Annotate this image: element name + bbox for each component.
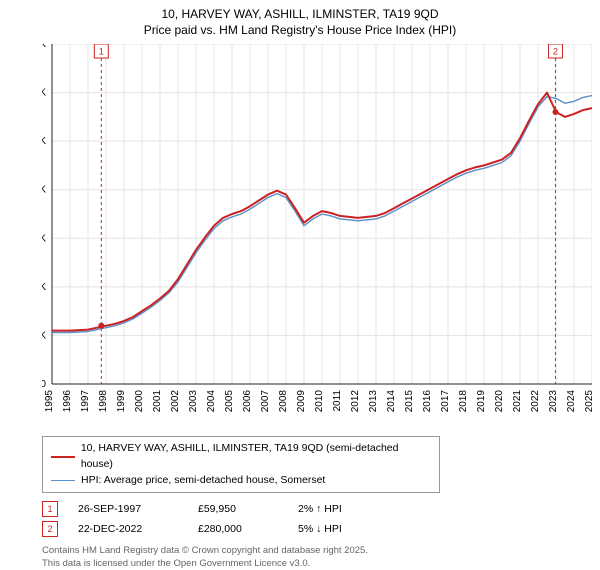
svg-text:£300K: £300K — [42, 88, 46, 99]
svg-text:2024: 2024 — [566, 390, 577, 413]
svg-text:2018: 2018 — [458, 390, 469, 413]
svg-text:2009: 2009 — [296, 390, 307, 413]
svg-text:2011: 2011 — [332, 390, 343, 412]
svg-text:2002: 2002 — [170, 390, 181, 413]
svg-text:2025: 2025 — [584, 390, 592, 413]
svg-text:£0: £0 — [42, 379, 46, 390]
svg-text:2015: 2015 — [404, 390, 415, 413]
bottom-panel: 10, HARVEY WAY, ASHILL, ILMINSTER, TA19 … — [42, 436, 592, 570]
chart-svg: £0 £50K £100K £150K £200K £250K £300K £350K 1995… — [42, 44, 592, 414]
svg-text:£100K: £100K — [42, 282, 46, 293]
svg-text:£50K: £50K — [42, 330, 46, 341]
svg-text:2: 2 — [553, 47, 558, 57]
sale-row: 1 26-SEP-1997 £59,950 2% ↑ HPI — [42, 499, 592, 519]
svg-text:1998: 1998 — [98, 390, 109, 413]
svg-text:2022: 2022 — [530, 390, 541, 413]
sale-marker: 1 — [42, 501, 58, 517]
chart-container: 10, HARVEY WAY, ASHILL, ILMINSTER, TA19 … — [0, 0, 600, 560]
svg-text:2020: 2020 — [494, 390, 505, 413]
svg-text:2001: 2001 — [152, 390, 163, 413]
legend-row: HPI: Average price, semi-detached house,… — [51, 473, 431, 489]
chart-area: £0 £50K £100K £150K £200K £250K £300K £350K 1995… — [42, 44, 592, 414]
svg-text:2005: 2005 — [224, 390, 235, 413]
legend-label: HPI: Average price, semi-detached house,… — [81, 473, 325, 489]
svg-text:£350K: £350K — [42, 44, 46, 50]
svg-text:1: 1 — [99, 47, 104, 57]
title-line-1: 10, HARVEY WAY, ASHILL, ILMINSTER, TA19 … — [0, 6, 600, 22]
svg-text:2012: 2012 — [350, 390, 361, 413]
credit-block: Contains HM Land Registry data © Crown c… — [42, 545, 592, 570]
svg-text:1997: 1997 — [80, 390, 91, 413]
credit-line-1: Contains HM Land Registry data © Crown c… — [42, 545, 592, 557]
legend-swatch — [51, 456, 75, 458]
title-block: 10, HARVEY WAY, ASHILL, ILMINSTER, TA19 … — [0, 0, 600, 40]
svg-text:2008: 2008 — [278, 390, 289, 413]
svg-text:2004: 2004 — [206, 390, 217, 413]
legend-label: 10, HARVEY WAY, ASHILL, ILMINSTER, TA19 … — [81, 441, 431, 473]
sale-date: 22-DEC-2022 — [78, 523, 178, 535]
svg-text:2006: 2006 — [242, 390, 253, 413]
title-line-2: Price paid vs. HM Land Registry's House … — [0, 22, 600, 38]
svg-text:£200K: £200K — [42, 185, 46, 196]
svg-text:2019: 2019 — [476, 390, 487, 413]
sale-delta: 5% ↓ HPI — [298, 523, 388, 535]
legend-swatch — [51, 480, 75, 481]
svg-text:2010: 2010 — [314, 390, 325, 413]
svg-text:2017: 2017 — [440, 390, 451, 413]
legend-box: 10, HARVEY WAY, ASHILL, ILMINSTER, TA19 … — [42, 436, 440, 493]
svg-text:1996: 1996 — [62, 390, 73, 413]
svg-text:£250K: £250K — [42, 136, 46, 147]
sale-price: £59,950 — [198, 503, 278, 515]
svg-text:2016: 2016 — [422, 390, 433, 413]
legend-row: 10, HARVEY WAY, ASHILL, ILMINSTER, TA19 … — [51, 441, 431, 473]
sale-price: £280,000 — [198, 523, 278, 535]
svg-text:2013: 2013 — [368, 390, 379, 413]
svg-text:1999: 1999 — [116, 390, 127, 413]
svg-text:1995: 1995 — [44, 390, 55, 413]
svg-text:£150K: £150K — [42, 233, 46, 244]
sale-date: 26-SEP-1997 — [78, 503, 178, 515]
sale-row: 2 22-DEC-2022 £280,000 5% ↓ HPI — [42, 519, 592, 539]
credit-line-2: This data is licensed under the Open Gov… — [42, 558, 592, 570]
sale-marker: 2 — [42, 521, 58, 537]
svg-text:2014: 2014 — [386, 390, 397, 413]
svg-text:2021: 2021 — [512, 390, 523, 413]
sale-table: 1 26-SEP-1997 £59,950 2% ↑ HPI 2 22-DEC-2022 £… — [42, 499, 592, 539]
svg-text:2003: 2003 — [188, 390, 199, 413]
svg-text:2023: 2023 — [548, 390, 559, 413]
svg-text:2007: 2007 — [260, 390, 271, 413]
svg-text:2000: 2000 — [134, 390, 145, 413]
sale-delta: 2% ↑ HPI — [298, 503, 388, 515]
